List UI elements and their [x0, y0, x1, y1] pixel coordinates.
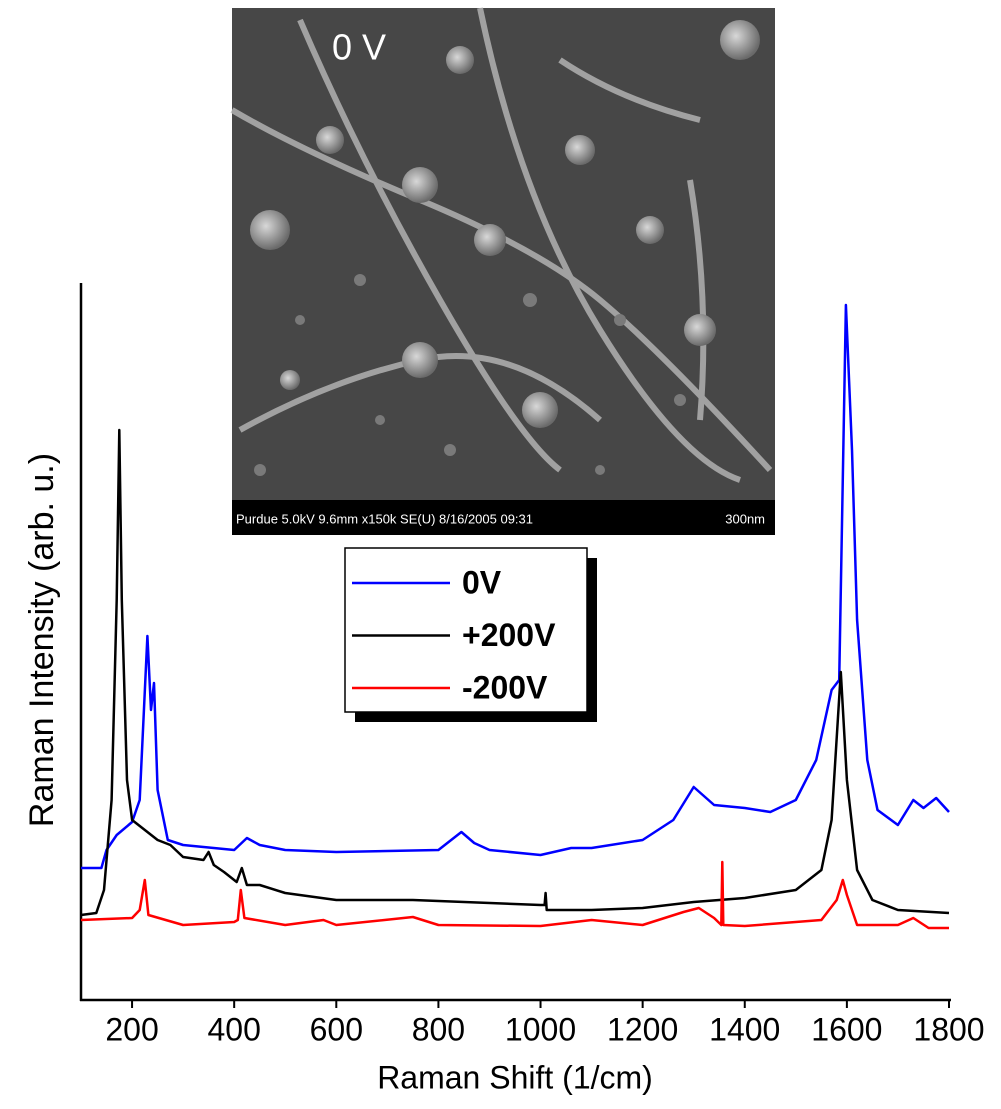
legend-label: 0V — [462, 564, 502, 600]
x-tick-label: 1000 — [505, 1011, 576, 1047]
legend-label: +200V — [462, 617, 556, 653]
series-line — [81, 303, 950, 870]
x-tick-label: 800 — [412, 1011, 465, 1047]
x-tick-label: 1400 — [709, 1011, 780, 1047]
x-tick-label: 200 — [105, 1011, 158, 1047]
inset-scale: 300nm — [725, 511, 765, 526]
x-tick-label: 1600 — [811, 1011, 882, 1047]
inset-label: 0 V — [332, 27, 386, 68]
series-line — [80, 860, 949, 930]
series-line — [80, 428, 950, 917]
x-tick-label: 400 — [207, 1011, 260, 1047]
x-tick-label: 600 — [310, 1011, 363, 1047]
inset-caption: Purdue 5.0kV 9.6mm x150k SE(U) 8/16/2005… — [236, 511, 533, 526]
legend-label: -200V — [462, 669, 548, 705]
x-tick-label: 1200 — [607, 1011, 678, 1047]
x-axis-label: Raman Shift (1/cm) — [377, 1059, 653, 1095]
y-axis-label: Raman Intensity (arb. u.) — [23, 453, 61, 827]
x-tick-label: 1800 — [913, 1011, 984, 1047]
legend — [344, 547, 597, 722]
inset-image: Purdue 5.0kV 9.6mm x150k SE(U) 8/16/2005… — [230, 7, 775, 535]
